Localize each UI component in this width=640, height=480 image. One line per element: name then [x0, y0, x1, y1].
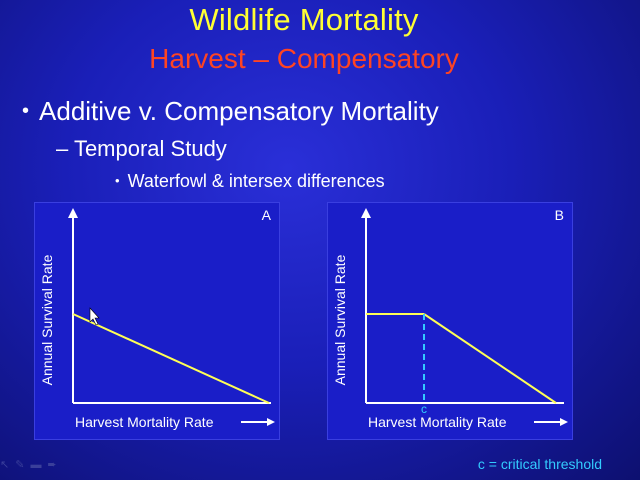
- bullet-level3: • Waterfowl & intersex differences: [115, 171, 385, 192]
- panel-a-letter: A: [261, 207, 271, 223]
- slide-subtitle: Harvest – Compensatory: [149, 43, 459, 74]
- menu-icon[interactable]: ▬: [30, 459, 48, 471]
- panel-b-threshold-label: c: [421, 402, 427, 416]
- panel-a: A Annual Survival Rate Harvest Mortality…: [34, 202, 280, 440]
- panel-b-letter: B: [554, 207, 564, 223]
- bullet-level1-text: Additive v. Compensatory Mortality: [39, 96, 439, 126]
- mouse-cursor-icon: [89, 307, 100, 326]
- panel-a-ylabel: Annual Survival Rate: [39, 254, 55, 386]
- bullet-level2: – Temporal Study: [56, 136, 227, 161]
- arrow-pointer-icon[interactable]: ↖: [0, 459, 16, 471]
- panel-a-survival-line: [72, 313, 270, 404]
- panel-b-graph: c: [361, 208, 568, 426]
- bullet-dot-icon: •: [22, 100, 30, 122]
- panel-a-graph: [68, 208, 275, 426]
- slideshow-controls: ↖✎▬➨: [0, 458, 63, 471]
- bullet-dot-icon: •: [115, 173, 120, 188]
- panel-b-y-arrowhead: [361, 208, 371, 218]
- panel-b-x-arrowhead: [560, 418, 568, 426]
- panel-b-ylabel: Annual Survival Rate: [332, 254, 348, 386]
- slide-title: Wildlife Mortality: [189, 2, 419, 37]
- bullet-level3-text: Waterfowl & intersex differences: [127, 171, 385, 191]
- pen-icon[interactable]: ✎: [15, 459, 31, 471]
- panel-a-y-arrowhead: [68, 208, 78, 218]
- panel-b: B c Annual Survival Rate Harvest Mortali…: [327, 202, 573, 440]
- panel-b-decline-line: [423, 313, 557, 404]
- panel-b-xlabel: Harvest Mortality Rate: [368, 414, 507, 430]
- critical-threshold-footnote: c = critical threshold: [477, 456, 602, 472]
- next-arrow-icon[interactable]: ➨: [47, 459, 63, 471]
- panel-a-x-arrowhead: [267, 418, 275, 426]
- panel-a-xlabel: Harvest Mortality Rate: [75, 414, 214, 430]
- bullet-level1: • Additive v. Compensatory Mortality: [22, 96, 439, 127]
